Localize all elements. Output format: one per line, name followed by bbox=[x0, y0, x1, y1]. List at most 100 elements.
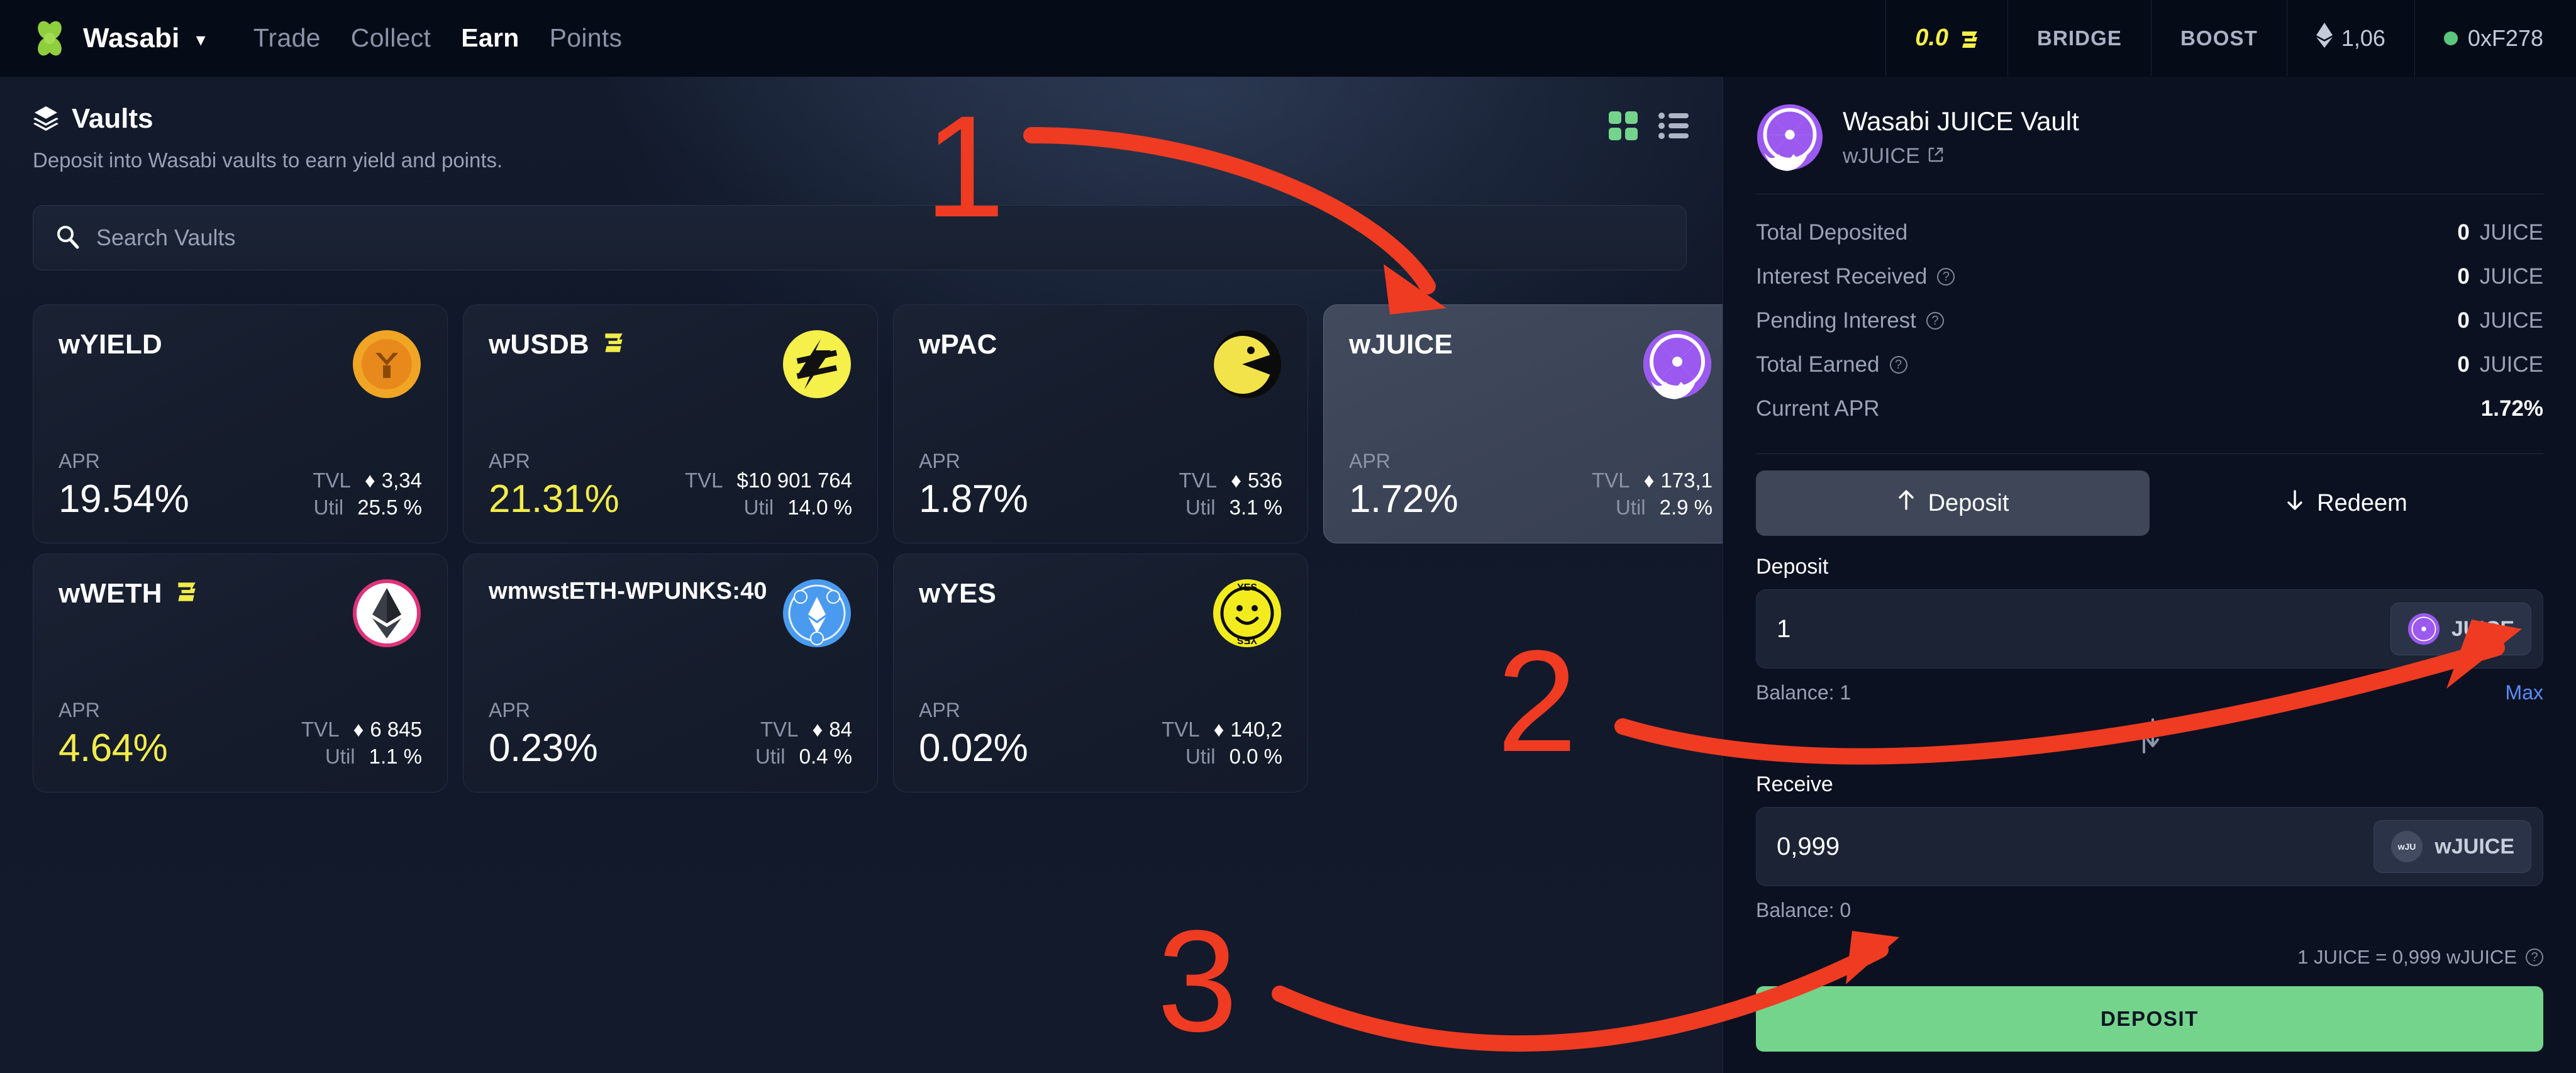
stat-total-earned: Total Earned? 0 JUICE bbox=[1756, 343, 2543, 387]
tvl-value: 84 bbox=[829, 717, 852, 741]
ethereum-icon bbox=[2316, 23, 2333, 53]
apr-value: 21.31% bbox=[489, 477, 619, 521]
wjuice-token-icon: wJU bbox=[2390, 830, 2423, 863]
vault-card-wjuice[interactable]: wJUICE bbox=[1323, 304, 1723, 543]
vault-card-wmwsteth-wpunks[interactable]: wmwstETH-WPUNKS:40 bbox=[463, 553, 878, 792]
deposit-submit-button[interactable]: DEPOSIT bbox=[1756, 986, 2543, 1052]
vault-card-name: wYIELD bbox=[58, 329, 162, 360]
help-icon[interactable]: ? bbox=[1937, 268, 1955, 286]
apr-label: APR bbox=[58, 699, 100, 721]
receive-balance-label: Balance: 0 bbox=[1756, 899, 1852, 921]
eth-glyph-icon: ♦ bbox=[1213, 717, 1224, 741]
chevron-down-icon[interactable]: ▾ bbox=[196, 30, 206, 50]
deposit-amount-field[interactable]: 1 bbox=[1756, 589, 2543, 669]
vault-header: Wasabi JUICE Vault wJUICE bbox=[1756, 103, 2543, 171]
help-icon[interactable]: ? bbox=[1926, 312, 1944, 330]
search-icon bbox=[55, 224, 80, 252]
points-balance[interactable]: 0.0 bbox=[1885, 0, 2007, 76]
stat-label: Pending Interest bbox=[1756, 308, 1916, 333]
deposit-token-selector[interactable]: JUICE bbox=[2390, 603, 2531, 655]
stat-label: Total Deposited bbox=[1756, 220, 1908, 245]
help-icon[interactable]: ? bbox=[1889, 356, 1907, 374]
svg-text:YES: YES bbox=[1237, 582, 1257, 593]
vault-symbol-link[interactable]: wJUICE bbox=[1843, 144, 2079, 169]
wallet-button[interactable]: 0xF278 bbox=[2414, 0, 2576, 76]
vault-card-wusdb[interactable]: wUSDB bbox=[463, 304, 878, 543]
apr-label: APR bbox=[58, 450, 100, 472]
receive-amount-field[interactable]: 0,999 wJU wJUICE bbox=[1756, 807, 2543, 886]
swap-direction-icon[interactable] bbox=[1756, 718, 2543, 753]
stat-unit: JUICE bbox=[2479, 352, 2543, 377]
receive-token-selector[interactable]: wJU wJUICE bbox=[2373, 820, 2531, 873]
util-label: Util bbox=[743, 496, 774, 520]
vault-card-name: wmwstETH-WPUNKS:40 bbox=[489, 578, 767, 604]
apr-value: 1.87% bbox=[919, 477, 1028, 521]
stat-label: Interest Received bbox=[1756, 264, 1928, 289]
action-tabs: Deposit Redeem bbox=[1756, 470, 2543, 536]
tvl-value: $10 901 764 bbox=[736, 468, 852, 492]
util-value: 0.4 % bbox=[799, 745, 852, 769]
deposit-token-label: JUICE bbox=[2451, 616, 2514, 641]
tvl-label: TVL bbox=[760, 717, 799, 741]
receive-amount-value: 0,999 bbox=[1777, 832, 1840, 860]
vault-card-name: wWETH bbox=[58, 578, 162, 609]
vault-symbol-text: wJUICE bbox=[1843, 143, 1920, 168]
stat-pending-interest: Pending Interest? 0 JUICE bbox=[1756, 299, 2543, 343]
tab-deposit[interactable]: Deposit bbox=[1756, 470, 2150, 536]
apr-value: 19.54% bbox=[58, 477, 189, 521]
page-header: Vaults Deposit into Wasabi vaults to ear… bbox=[33, 103, 1690, 172]
receive-token-label: wJUICE bbox=[2434, 834, 2514, 859]
tab-redeem-label: Redeem bbox=[2317, 489, 2407, 516]
apr-value: 1.72% bbox=[1349, 477, 1458, 521]
svg-text:wJU: wJU bbox=[2397, 842, 2416, 852]
eth-glyph-icon: ♦ bbox=[353, 717, 364, 741]
vault-card-wyes[interactable]: wYES YES YES bbox=[893, 553, 1308, 792]
apr-label: APR bbox=[919, 699, 960, 721]
nav-link-earn[interactable]: Earn bbox=[461, 23, 519, 52]
grid-view-icon[interactable] bbox=[1607, 109, 1640, 142]
boost-button[interactable]: BOOST bbox=[2151, 0, 2287, 76]
wpunks-icon bbox=[782, 578, 852, 648]
yield-coin-icon bbox=[352, 329, 422, 399]
wallet-address: 0xF278 bbox=[2467, 25, 2543, 51]
tab-redeem[interactable]: Redeem bbox=[2150, 470, 2543, 536]
bridge-button[interactable]: BRIDGE bbox=[2007, 0, 2151, 76]
conversion-rate: 1 JUICE = 0,999 wJUICE ? bbox=[1756, 946, 2543, 969]
stat-value: 1.72% bbox=[2480, 396, 2543, 421]
stat-interest-received: Interest Received? 0 JUICE bbox=[1756, 255, 2543, 299]
eth-balance[interactable]: 1,06 bbox=[2286, 0, 2414, 76]
stat-current-apr: Current APR 1.72% bbox=[1756, 387, 2543, 431]
vault-card-wpac[interactable]: wPAC APR bbox=[893, 304, 1308, 543]
eth-glyph-icon: ♦ bbox=[1643, 468, 1655, 492]
brand-area[interactable]: Wasabi ▾ bbox=[0, 0, 227, 76]
tvl-value: 140,2 bbox=[1230, 717, 1282, 741]
tvl-label: TVL bbox=[301, 717, 340, 741]
stat-value: 0 bbox=[2457, 308, 2470, 333]
tvl-value: 6 845 bbox=[370, 717, 422, 741]
nav-link-trade[interactable]: Trade bbox=[253, 23, 321, 52]
apr-label: APR bbox=[489, 450, 530, 472]
help-icon[interactable]: ? bbox=[2526, 948, 2543, 966]
nav-link-collect[interactable]: Collect bbox=[350, 23, 431, 52]
tvl-label: TVL bbox=[313, 468, 351, 492]
points-value: 0.0 bbox=[1915, 25, 1949, 51]
stat-value: 0 bbox=[2457, 352, 2470, 377]
max-button[interactable]: Max bbox=[2505, 681, 2543, 704]
stat-value: 0 bbox=[2457, 264, 2470, 289]
eth-glyph-icon: ♦ bbox=[812, 717, 823, 741]
nav-right-group: 0.0 BRIDGE BOOST 1,06 0xF278 bbox=[1885, 0, 2576, 76]
stat-label: Current APR bbox=[1756, 396, 1880, 421]
util-label: Util bbox=[1185, 496, 1216, 520]
vault-card-name: wYES bbox=[919, 578, 997, 609]
util-label: Util bbox=[313, 496, 344, 520]
nav-link-points[interactable]: Points bbox=[549, 23, 623, 52]
vault-card-wyield[interactable]: wYIELD APR bbox=[33, 304, 448, 543]
list-view-icon[interactable] bbox=[1657, 109, 1690, 142]
vault-card-grid: wYIELD APR bbox=[33, 304, 1723, 792]
search-vaults-input[interactable]: Search Vaults bbox=[33, 205, 1687, 270]
external-link-icon bbox=[1928, 144, 1944, 169]
vault-card-wweth[interactable]: wWETH bbox=[33, 553, 448, 792]
eth-balance-value: 1,06 bbox=[2341, 25, 2385, 51]
svg-text:YES: YES bbox=[1237, 635, 1257, 645]
